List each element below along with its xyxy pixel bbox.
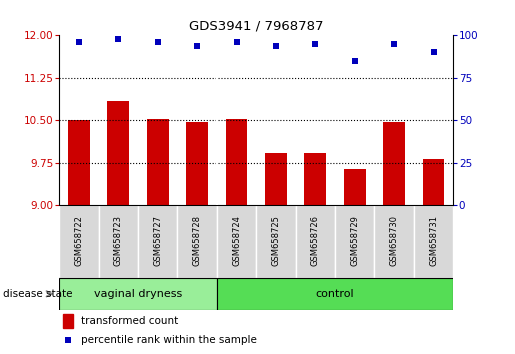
Bar bbox=[423, 159, 444, 205]
Point bbox=[351, 58, 359, 64]
Point bbox=[193, 43, 201, 48]
Point bbox=[153, 39, 162, 45]
Text: GSM658731: GSM658731 bbox=[429, 215, 438, 266]
Bar bbox=[217, 205, 256, 278]
Bar bbox=[177, 205, 217, 278]
Point bbox=[311, 41, 319, 47]
Title: GDS3941 / 7968787: GDS3941 / 7968787 bbox=[189, 20, 323, 33]
Bar bbox=[99, 205, 138, 278]
Bar bbox=[383, 122, 405, 205]
Bar bbox=[217, 278, 453, 310]
Bar bbox=[414, 205, 453, 278]
Text: GSM658728: GSM658728 bbox=[193, 215, 201, 266]
Point bbox=[272, 43, 280, 48]
Bar bbox=[344, 169, 366, 205]
Bar bbox=[138, 205, 177, 278]
Bar bbox=[59, 278, 217, 310]
Point bbox=[390, 41, 398, 47]
Point bbox=[75, 39, 83, 45]
Bar bbox=[256, 205, 296, 278]
Bar bbox=[335, 205, 374, 278]
Point bbox=[430, 50, 438, 55]
Text: GSM658729: GSM658729 bbox=[350, 215, 359, 266]
Text: control: control bbox=[316, 289, 354, 299]
Bar bbox=[63, 314, 73, 328]
Point bbox=[232, 39, 241, 45]
Text: GSM658727: GSM658727 bbox=[153, 215, 162, 266]
Text: GSM658725: GSM658725 bbox=[271, 215, 280, 266]
Text: disease state: disease state bbox=[3, 289, 72, 299]
Text: transformed count: transformed count bbox=[81, 316, 178, 326]
Text: GSM658730: GSM658730 bbox=[390, 215, 399, 266]
Bar bbox=[59, 205, 99, 278]
Bar bbox=[186, 122, 208, 205]
Point bbox=[64, 337, 73, 343]
Text: percentile rank within the sample: percentile rank within the sample bbox=[81, 335, 257, 345]
Text: GSM658726: GSM658726 bbox=[311, 215, 320, 266]
Text: GSM658723: GSM658723 bbox=[114, 215, 123, 266]
Text: vaginal dryness: vaginal dryness bbox=[94, 289, 182, 299]
Bar bbox=[304, 153, 326, 205]
Bar bbox=[68, 120, 90, 205]
Text: GSM658722: GSM658722 bbox=[75, 215, 83, 266]
Bar bbox=[374, 205, 414, 278]
Bar bbox=[265, 153, 287, 205]
Bar bbox=[226, 119, 247, 205]
Bar bbox=[296, 205, 335, 278]
Bar bbox=[147, 119, 168, 205]
Text: GSM658724: GSM658724 bbox=[232, 215, 241, 266]
Bar bbox=[108, 101, 129, 205]
Point bbox=[114, 36, 123, 42]
